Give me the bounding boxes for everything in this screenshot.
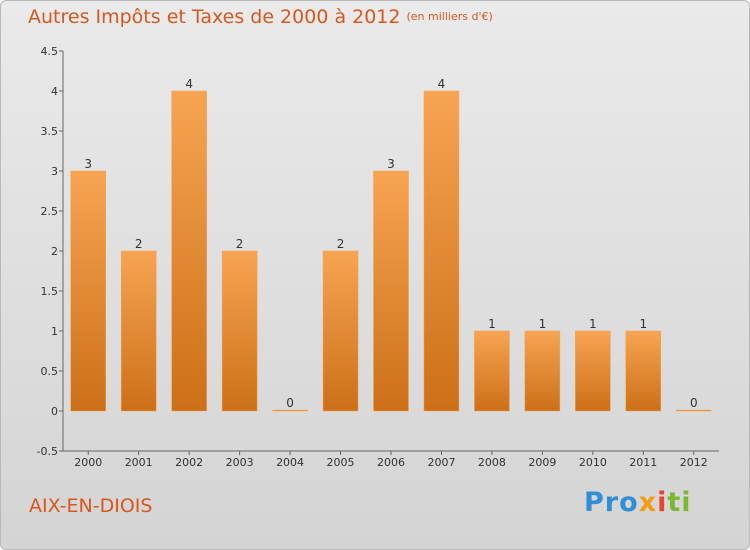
bar-2002 — [171, 90, 207, 412]
x-tick-label-2012: 2012 — [680, 456, 708, 469]
x-tick-label-2004: 2004 — [276, 456, 304, 469]
y-tick-label: -0.5 — [37, 445, 58, 458]
y-tick-label: 2.5 — [41, 205, 59, 218]
bar-2011 — [625, 330, 662, 412]
chart-title-text: Autres Impôts et Taxes de 2000 à 2012 — [28, 6, 401, 28]
data-label-2006: 3 — [387, 157, 395, 171]
data-label-2003: 2 — [236, 237, 244, 251]
y-tick-label: 0.5 — [41, 365, 59, 378]
bar-2005 — [322, 250, 359, 412]
data-label-2012: 0 — [690, 396, 698, 410]
y-tick-label: 1.5 — [41, 285, 59, 298]
chart-unit: (en milliers d'€) — [406, 10, 493, 23]
chart-axes: -0.5 0 0.5 1 1.5 2 2.5 3 3.5 4 4.5 — [37, 45, 719, 458]
bar-2006 — [373, 170, 409, 412]
y-tick-label: 4.5 — [41, 45, 59, 58]
bar-2007 — [423, 90, 460, 412]
x-tick-label-2005: 2005 — [327, 456, 355, 469]
x-tick-label-2001: 2001 — [125, 456, 153, 469]
y-tick-label: 2 — [51, 245, 58, 258]
bar-2003 — [221, 250, 258, 412]
data-label-2008: 1 — [488, 317, 496, 331]
bar-2000 — [70, 170, 106, 412]
chart-labels: 3 2000 2 2001 4 2002 2 2003 0 2004 2 2005 3 2006 4 2007… — [74, 77, 708, 469]
y-tick-label: 1 — [51, 325, 58, 338]
bar-2004 — [272, 409, 308, 412]
x-tick-label-2006: 2006 — [377, 456, 405, 469]
bar-2008 — [474, 330, 510, 412]
proxiti-logo[interactable]: Proxiti — [584, 487, 692, 518]
data-label-2002: 4 — [185, 77, 193, 91]
y-tick-label: 0 — [51, 405, 58, 418]
commune-name: AIX-EN-DIOIS — [29, 495, 153, 517]
x-tick-label-2000: 2000 — [74, 456, 102, 469]
data-label-2010: 1 — [589, 317, 597, 331]
data-label-2011: 1 — [639, 317, 647, 331]
chart-title: Autres Impôts et Taxes de 2000 à 2012 (en… — [28, 6, 493, 28]
x-tick-label-2003: 2003 — [226, 456, 254, 469]
chart-bars — [70, 90, 712, 412]
data-label-2000: 3 — [84, 157, 92, 171]
y-tick-label: 3 — [51, 165, 58, 178]
y-tick-label: 3.5 — [41, 125, 59, 138]
bar-2010 — [575, 330, 611, 412]
data-label-2004: 0 — [286, 396, 294, 410]
bar-2001 — [120, 250, 157, 412]
x-tick-label-2007: 2007 — [427, 456, 455, 469]
bar-2009 — [524, 330, 561, 412]
data-label-2001: 2 — [135, 237, 143, 251]
x-tick-label-2011: 2011 — [629, 456, 657, 469]
x-tick-label-2009: 2009 — [528, 456, 556, 469]
bar-2012 — [676, 409, 712, 412]
data-label-2005: 2 — [337, 237, 345, 251]
x-tick-label-2002: 2002 — [175, 456, 203, 469]
data-label-2009: 1 — [539, 317, 547, 331]
y-tick-label: 4 — [51, 85, 58, 98]
data-label-2007: 4 — [438, 77, 446, 91]
x-tick-label-2010: 2010 — [579, 456, 607, 469]
x-tick-label-2008: 2008 — [478, 456, 506, 469]
